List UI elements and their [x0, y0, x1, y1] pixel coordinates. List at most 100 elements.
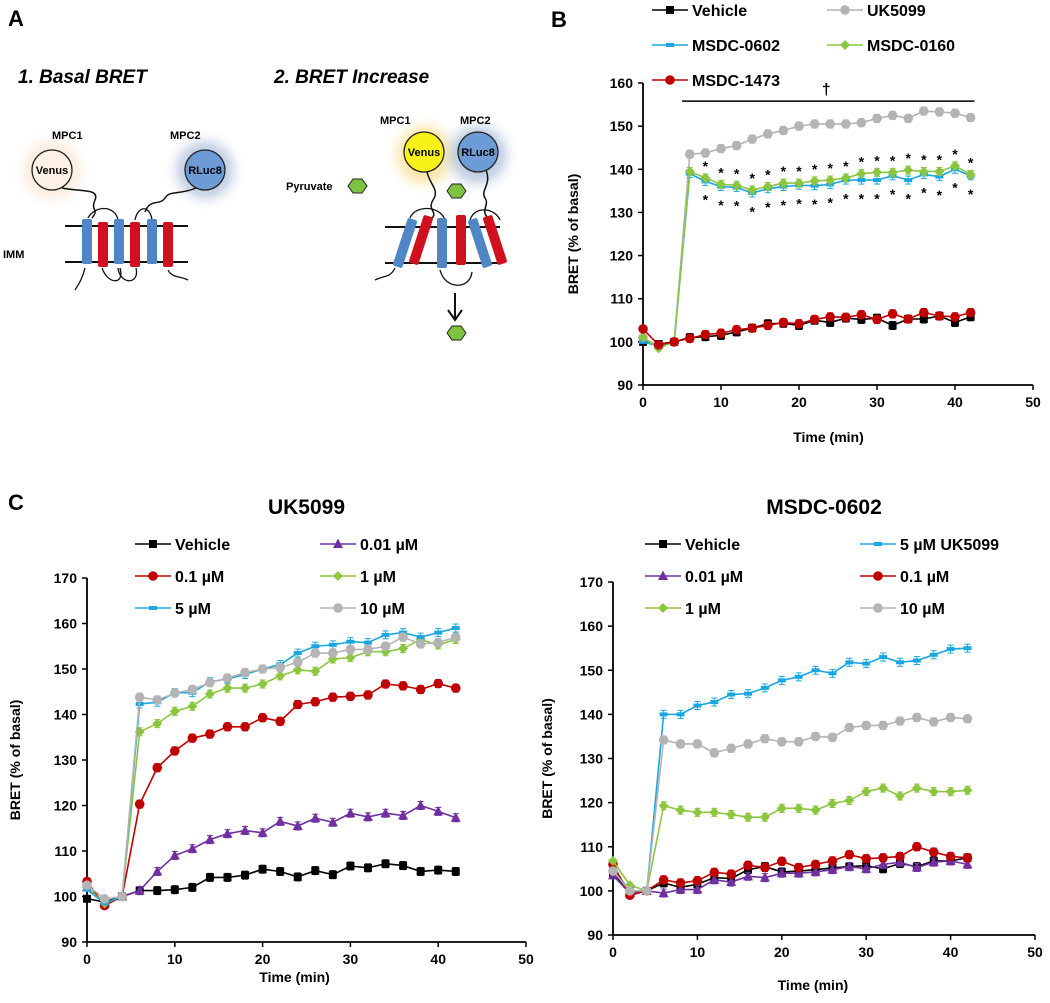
x-axis-label: Time (min) — [778, 977, 849, 993]
marker-circle — [809, 314, 820, 325]
marker-dash — [963, 646, 972, 651]
series-1-m — [608, 783, 973, 896]
helix-blue — [468, 218, 492, 268]
marker-circle — [257, 712, 268, 723]
marker-square — [311, 866, 320, 875]
y-axis-label: BRET (% of basal) — [539, 698, 555, 819]
series-line — [86, 638, 456, 905]
series-msdc-1473 — [638, 307, 976, 350]
y-tick-label: 110 — [610, 291, 633, 307]
marker-circle — [333, 603, 343, 613]
marker-triangle — [743, 870, 754, 881]
legend-item: 0.01 µM — [645, 569, 743, 586]
marker-circle — [912, 841, 922, 852]
marker-circle — [809, 119, 820, 129]
marker-triangle — [911, 861, 922, 872]
x-tick-label: 30 — [858, 944, 874, 960]
marker-circle — [962, 852, 973, 863]
legend-label: MSDC-0160 — [867, 38, 955, 55]
marker-triangle — [709, 874, 720, 884]
legend-item: 5 µM — [135, 601, 211, 618]
y-tick-label: 150 — [54, 661, 78, 677]
marker-triangle — [187, 843, 198, 853]
significance-star: * — [765, 167, 771, 183]
marker-square — [888, 321, 897, 330]
marker-circle — [608, 866, 618, 876]
y-tick-label: 170 — [54, 570, 78, 586]
legend-item: MSDC-1473 — [652, 73, 780, 90]
legend-label: 0.01 µM — [685, 569, 743, 586]
legend-item: MSDC-0160 — [827, 38, 955, 55]
marker-circle — [433, 637, 444, 648]
marker-triangle — [310, 812, 321, 823]
series-line — [86, 804, 457, 905]
marker-circle — [700, 148, 711, 158]
marker-square — [346, 862, 355, 871]
marker-square — [666, 6, 674, 14]
marker-dash — [873, 178, 881, 183]
helix-red — [98, 222, 108, 267]
marker-circle — [903, 314, 913, 324]
marker-circle — [928, 847, 939, 857]
marker-circle — [827, 856, 838, 866]
marker-triangle — [844, 861, 855, 871]
marker-circle — [810, 859, 821, 870]
y-tick-label: 90 — [61, 934, 77, 950]
marker-triangle — [152, 865, 163, 876]
marker-dash — [710, 700, 719, 705]
marker-dash — [811, 668, 820, 673]
y-tick-label: 130 — [580, 751, 604, 767]
marker-diamond — [675, 805, 686, 816]
legend-label: Vehicle — [685, 537, 740, 554]
marker-diamond — [887, 167, 898, 178]
marker-diamond — [762, 181, 773, 192]
marker-circle — [887, 110, 898, 121]
marker-diamond — [658, 800, 669, 811]
marker-diamond — [934, 166, 945, 177]
marker-circle — [345, 691, 356, 702]
marker-circle — [658, 875, 669, 885]
series-line — [612, 860, 968, 894]
marker-diamond — [827, 798, 838, 809]
legend-label: 10 µM — [360, 601, 405, 618]
marker-diamond — [345, 652, 356, 663]
marker-square — [83, 894, 91, 903]
pyruvate-label: Pyruvate — [286, 181, 332, 193]
marker-circle — [878, 852, 888, 863]
marker-dash — [935, 174, 944, 179]
marker-square — [149, 540, 157, 548]
marker-triangle — [345, 807, 356, 818]
marker-dash — [862, 661, 871, 666]
x-tick-label: 30 — [869, 394, 885, 410]
marker-dash — [760, 685, 769, 690]
marker-circle — [778, 317, 789, 328]
marker-circle — [965, 112, 976, 123]
helix-red — [456, 215, 466, 265]
terminus-2 — [374, 267, 396, 281]
marker-circle — [625, 886, 635, 896]
marker-diamond — [222, 683, 233, 694]
marker-circle — [310, 648, 321, 658]
marker-triangle — [878, 858, 889, 869]
marker-circle — [760, 862, 770, 873]
marker-diamond — [945, 786, 956, 797]
marker-triangle — [134, 885, 145, 895]
significance-star: * — [890, 186, 896, 202]
increase-diagram: MPC1 MPC2 Venus RLuc8 Pyruvate — [286, 113, 520, 341]
marker-triangle — [415, 800, 426, 810]
marker-triangle — [450, 812, 461, 822]
marker-circle — [328, 648, 338, 658]
marker-circle — [99, 893, 110, 904]
y-tick-label: 170 — [580, 574, 604, 590]
marker-circle — [934, 311, 945, 321]
marker-circle — [675, 739, 686, 749]
marker-diamond — [794, 178, 804, 189]
marker-diamond — [684, 166, 695, 177]
legend-item: Vehicle — [135, 537, 230, 554]
significance-star: * — [905, 150, 911, 166]
pyruvate-icon — [446, 325, 467, 341]
marker-square — [223, 873, 232, 882]
marker-dash — [328, 642, 337, 647]
marker-circle — [450, 683, 461, 693]
